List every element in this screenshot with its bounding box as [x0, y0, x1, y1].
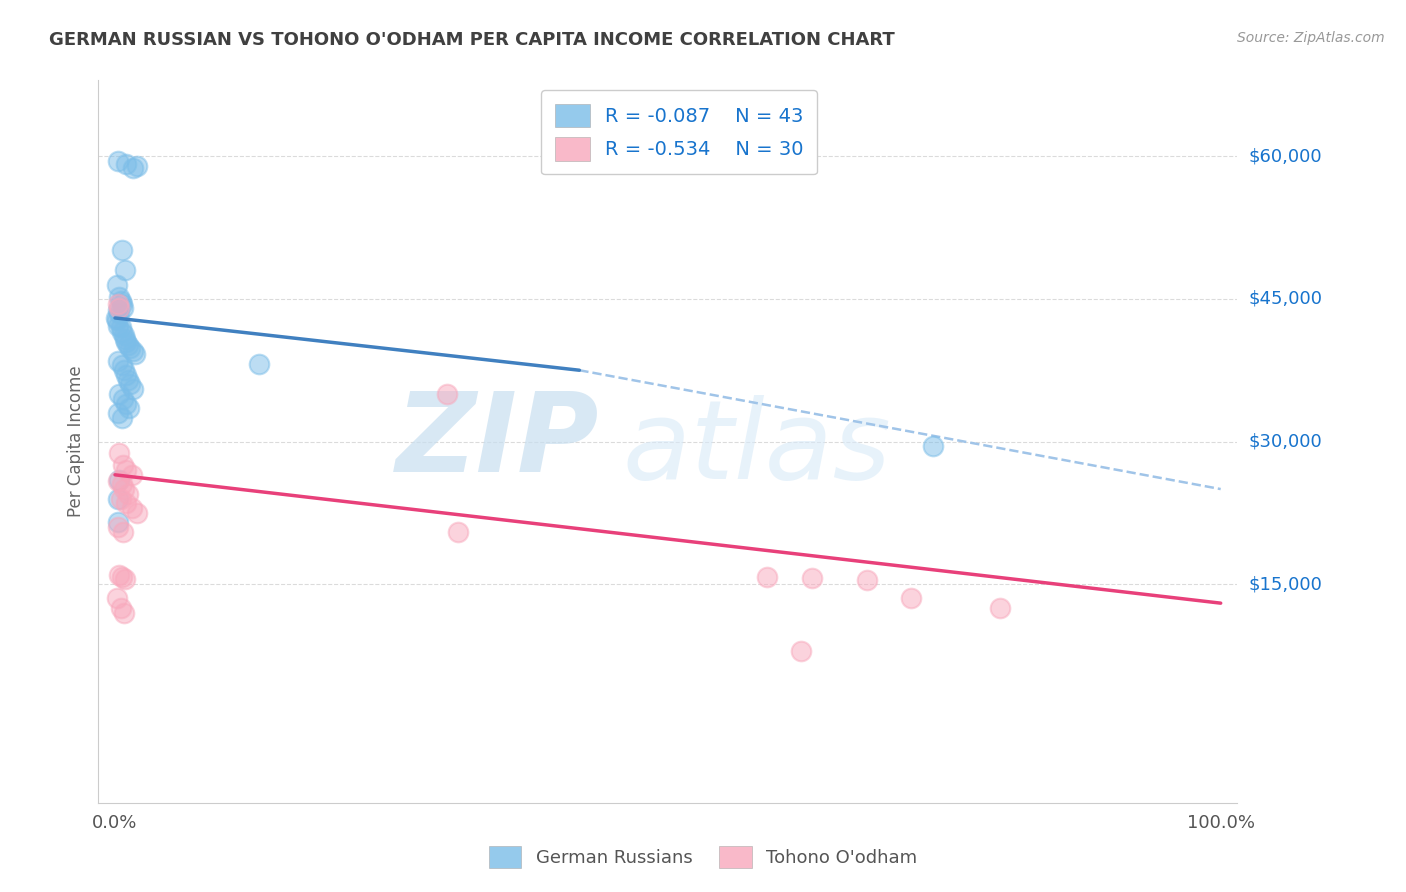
Point — [115, 396, 138, 410]
Point — [800, 571, 823, 585]
Point — [108, 306, 131, 320]
Point — [121, 161, 143, 175]
Point — [107, 318, 129, 333]
Point — [111, 458, 134, 473]
Point — [112, 482, 135, 496]
Point — [111, 243, 134, 257]
Point — [247, 357, 270, 371]
Point — [900, 591, 922, 606]
Legend: R = -0.087    N = 43, R = -0.534    N = 30: R = -0.087 N = 43, R = -0.534 N = 30 — [541, 90, 817, 175]
Point — [107, 516, 129, 530]
Point — [110, 293, 132, 308]
Point — [789, 643, 811, 657]
Point — [120, 377, 142, 392]
Point — [118, 401, 141, 416]
Text: $15,000: $15,000 — [1249, 575, 1322, 593]
Point — [117, 373, 139, 387]
Point — [121, 467, 143, 482]
Point — [436, 387, 458, 401]
Text: $45,000: $45,000 — [1249, 290, 1323, 308]
Point — [108, 387, 131, 401]
Point — [107, 303, 129, 318]
Point — [112, 328, 135, 343]
Point — [111, 296, 134, 310]
Point — [115, 496, 138, 510]
Point — [120, 342, 142, 356]
Point — [108, 446, 131, 460]
Point — [111, 301, 134, 316]
Text: $60,000: $60,000 — [1249, 147, 1322, 165]
Point — [127, 506, 149, 520]
Point — [107, 491, 129, 506]
Point — [108, 473, 131, 487]
Point — [107, 475, 129, 489]
Text: ZIP: ZIP — [396, 388, 599, 495]
Point — [115, 368, 138, 382]
Point — [111, 524, 134, 539]
Point — [121, 382, 143, 396]
Point — [110, 320, 132, 334]
Point — [110, 601, 132, 615]
Point — [107, 154, 129, 169]
Point — [121, 344, 143, 359]
Point — [117, 337, 139, 351]
Point — [115, 334, 138, 349]
Point — [756, 569, 779, 583]
Point — [922, 439, 945, 453]
Point — [105, 313, 128, 327]
Point — [107, 353, 129, 368]
Point — [111, 477, 134, 491]
Point — [111, 410, 134, 425]
Text: atlas: atlas — [623, 395, 891, 502]
Text: Source: ZipAtlas.com: Source: ZipAtlas.com — [1237, 31, 1385, 45]
Point — [105, 277, 128, 292]
Text: GERMAN RUSSIAN VS TOHONO O'ODHAM PER CAPITA INCOME CORRELATION CHART: GERMAN RUSSIAN VS TOHONO O'ODHAM PER CAP… — [49, 31, 896, 49]
Point — [127, 159, 149, 173]
Point — [108, 567, 131, 582]
Point — [115, 463, 138, 477]
Point — [114, 332, 136, 346]
Point — [112, 606, 135, 620]
Point — [114, 573, 136, 587]
Point — [117, 487, 139, 501]
Point — [447, 524, 470, 539]
Point — [856, 574, 879, 588]
Point — [107, 520, 129, 534]
Legend: German Russians, Tohono O'odham: German Russians, Tohono O'odham — [478, 835, 928, 879]
Point — [105, 310, 128, 325]
Point — [107, 406, 129, 420]
Point — [107, 296, 129, 310]
Text: $30,000: $30,000 — [1249, 433, 1322, 450]
Point — [111, 325, 134, 339]
Point — [112, 363, 135, 377]
Y-axis label: Per Capita Income: Per Capita Income — [66, 366, 84, 517]
Point — [115, 157, 138, 171]
Point — [988, 601, 1011, 615]
Point — [114, 263, 136, 277]
Point — [111, 392, 134, 406]
Point — [124, 347, 146, 361]
Point — [108, 301, 131, 316]
Point — [108, 290, 131, 304]
Point — [121, 501, 143, 516]
Point — [105, 591, 128, 606]
Point — [111, 359, 134, 373]
Point — [111, 569, 134, 583]
Point — [110, 491, 132, 506]
